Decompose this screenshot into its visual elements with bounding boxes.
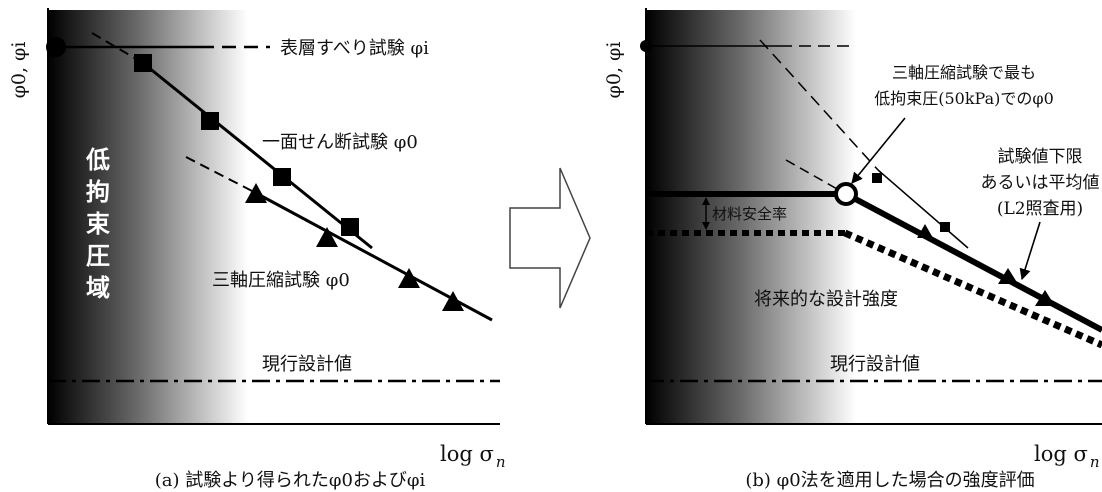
current-design-label-b: 現行設計値	[830, 354, 920, 375]
triaxial-label: 三軸圧縮試験 φ0	[212, 270, 350, 291]
annotation-arrow	[851, 117, 906, 184]
lower-limit-arrow	[1019, 221, 1041, 281]
direct-shear-marker	[201, 112, 219, 130]
lowest-confinement-point	[834, 182, 858, 206]
current-design-label-a: 現行設計値	[262, 354, 352, 375]
direct-shear-ref-line	[877, 169, 969, 249]
low-confinement-region	[48, 10, 248, 424]
region-char: 束	[86, 210, 111, 238]
future-design-label: 将来的な設計強度	[754, 289, 898, 310]
triaxial-marker	[442, 291, 464, 311]
triaxial-marker	[245, 183, 267, 203]
y-axis-label-a: φ0, φi	[8, 42, 30, 99]
transition-arrow	[509, 167, 591, 309]
design-strength-sloped	[844, 191, 1102, 333]
caption-a: (a) 試験より得られたφ0およびφi	[155, 470, 426, 491]
direct-shear-label: 一面せん断試験 φ0	[262, 132, 418, 153]
safety-factor-label: 材料安全率	[712, 205, 787, 223]
region-char: 域	[86, 274, 110, 302]
region-char: 圧	[86, 242, 110, 270]
safety-factor-arrowhead-bottom	[702, 222, 710, 230]
direct-shear-marker	[341, 218, 359, 236]
triaxial-ref-marker	[917, 224, 933, 238]
region-char: 拘	[86, 178, 110, 206]
y-axis-label-b: φ0, φi	[603, 42, 625, 99]
direct-shear-ref-dashed	[759, 39, 879, 171]
panel-b: φ0, φi 材料安全率 三軸圧縮試験で最も 低拘束圧(50kPa)でのφ0	[603, 8, 1102, 491]
direct-shear-marker	[273, 168, 291, 186]
panel-a: φ0, φi 低 拘 束 圧 域 表層すべり試験 φi 一面せん断試験 φ0 三…	[8, 8, 505, 491]
direct-shear-ref-marker	[872, 173, 882, 183]
low-confinement-region-b	[646, 10, 856, 424]
direct-shear-ref-marker	[940, 222, 950, 232]
lower-limit-line3: (L2照査用)	[997, 199, 1083, 219]
surface-slip-label: 表層すべり試験 φi	[280, 38, 429, 59]
lower-limit-line2: あるいは平均値	[981, 173, 1100, 193]
annotation-line1: 三軸圧縮試験で最も	[892, 63, 1036, 82]
direct-shear-marker	[134, 54, 152, 72]
triaxial-marker	[398, 268, 420, 288]
region-char: 低	[85, 146, 110, 174]
region-label: 低 拘 束 圧 域	[85, 146, 111, 302]
triaxial-marker	[316, 227, 338, 247]
annotation-line2: 低拘束圧(50kPa)でのφ0	[874, 89, 1054, 108]
direct-shear-line	[142, 61, 373, 250]
lower-limit-line1: 試験値下限	[998, 147, 1083, 167]
triaxial-extension-line	[185, 156, 255, 193]
caption-b: (b) φ0法を適用した場合の強度評価	[745, 470, 1034, 491]
future-design-sloped	[843, 229, 1102, 349]
triaxial-ref-marker	[1035, 290, 1055, 306]
safety-factor-arrowhead-top	[702, 197, 710, 205]
triaxial-ref-marker	[998, 268, 1018, 284]
